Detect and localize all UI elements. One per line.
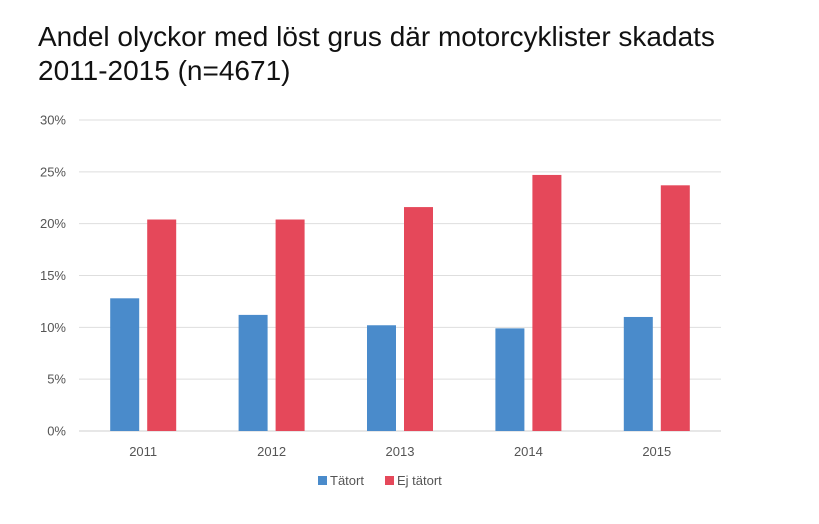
- bars: [110, 174, 690, 431]
- y-tick-label: 10%: [40, 320, 66, 335]
- legend-swatch-tätort: [318, 476, 327, 485]
- y-tick-label: 0%: [47, 424, 66, 439]
- y-tick-label: 25%: [40, 164, 66, 179]
- x-tick-label: 2012: [257, 444, 286, 459]
- bar-ej-tätort-2015: [660, 185, 690, 431]
- bar-tätort-2012: [238, 314, 268, 431]
- y-tick-label: 20%: [40, 216, 66, 231]
- y-tick-label: 15%: [40, 268, 66, 283]
- bar-ej-tätort-2012: [275, 219, 305, 431]
- legend: Tätort Ej tätort: [318, 473, 442, 488]
- bar-ej-tätort-2011: [147, 219, 177, 431]
- legend-swatch-ej-tätort: [385, 476, 394, 485]
- bar-ej-tätort-2013: [404, 207, 433, 431]
- x-tick-label: 2011: [129, 444, 157, 459]
- legend-label-tätort: Tätort: [330, 473, 364, 488]
- x-tick-label: 2015: [642, 444, 671, 459]
- chart-title-line-1: Andel olyckor med löst grus där motorcyk…: [38, 21, 715, 52]
- gridlines: [79, 119, 721, 432]
- x-tick-label: 2013: [386, 444, 415, 459]
- x-tick-label: 2014: [514, 444, 543, 459]
- legend-label-ej-tätort: Ej tätort: [397, 473, 442, 488]
- bar-tätort-2015: [623, 316, 653, 431]
- y-tick-label: 5%: [47, 372, 66, 387]
- chart-title-line-2: 2011-2015 (n=4671): [38, 55, 291, 86]
- y-axis-ticks: 0% 5% 10% 15% 20% 25% 30%: [40, 113, 66, 439]
- bar-tätort-2014: [495, 328, 525, 431]
- x-axis-ticks: 2011 2012 2013 2014 2015: [129, 444, 671, 459]
- bar-ej-tätort-2014: [532, 174, 562, 431]
- chart-title: Andel olyckor med löst grus där motorcyk…: [38, 20, 798, 88]
- y-tick-label: 30%: [40, 113, 66, 128]
- bar-tätort-2011: [110, 298, 140, 431]
- bar-tätort-2013: [367, 325, 396, 431]
